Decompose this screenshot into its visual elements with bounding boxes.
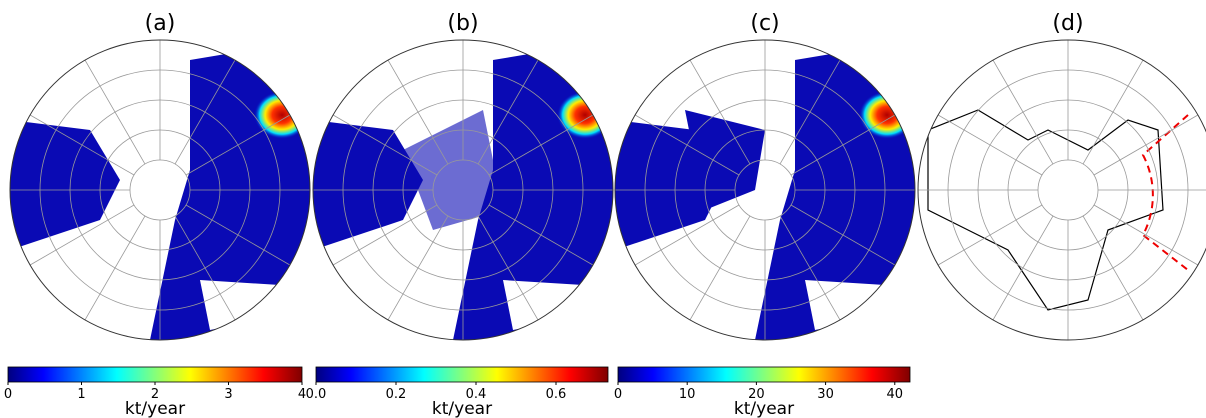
colorbar-tick-label: 20 bbox=[748, 387, 765, 402]
meridian bbox=[387, 215, 449, 321]
data-region bbox=[403, 110, 503, 230]
meridian bbox=[1093, 204, 1199, 266]
colorbar-tick-label: 2 bbox=[151, 387, 159, 402]
meridian bbox=[387, 59, 449, 165]
colorbar-tick-label: 0 bbox=[4, 387, 12, 402]
white-land bbox=[503, 280, 583, 330]
meridian bbox=[790, 204, 896, 266]
map-content bbox=[927, 109, 1189, 311]
colorbar: 0 1 2 3 4 kt/year bbox=[4, 366, 306, 418]
colorbar-tick-label: 0 bbox=[614, 387, 622, 402]
meridian bbox=[29, 204, 135, 266]
colorbar: 0.0 0.2 0.4 0.6 kt/year bbox=[306, 366, 609, 418]
colorbar-gradient bbox=[7, 366, 303, 383]
meridian bbox=[477, 215, 539, 321]
map-border bbox=[917, 39, 1206, 341]
panel-label: (d) bbox=[1052, 11, 1083, 36]
meridian bbox=[185, 114, 291, 176]
meridian bbox=[634, 204, 740, 266]
meridian bbox=[1082, 59, 1144, 165]
meridian bbox=[992, 215, 1054, 321]
meridian bbox=[185, 204, 291, 266]
colorbar-gradient bbox=[315, 366, 609, 383]
colorbar-tick-label: 3 bbox=[224, 387, 232, 402]
meridian bbox=[779, 59, 841, 165]
map-panel: (d) bbox=[917, 11, 1206, 341]
meridian bbox=[332, 204, 438, 266]
colorbar-tick-label: 30 bbox=[817, 387, 834, 402]
colorbar-gradient bbox=[617, 366, 911, 383]
meridian bbox=[477, 59, 539, 165]
meridian bbox=[1093, 114, 1199, 176]
meridian bbox=[790, 114, 896, 176]
meridian bbox=[992, 59, 1054, 165]
colorbar: 0 10 20 30 40 kt/year bbox=[614, 366, 911, 418]
colorbar-tick-label: 4 bbox=[298, 387, 306, 402]
map-border bbox=[614, 39, 916, 341]
map-panel: (c) 0 10 20 30 40 kt/year bbox=[614, 11, 916, 418]
graticule bbox=[129, 159, 191, 221]
hotspot bbox=[557, 91, 613, 139]
colorbar-tick-label: 0.2 bbox=[386, 387, 407, 402]
meridian bbox=[488, 204, 594, 266]
colorbar-tick-label: 0.0 bbox=[306, 387, 327, 402]
meridian bbox=[332, 114, 438, 176]
region-outline bbox=[1141, 114, 1189, 271]
colorbar-tick-label: 40 bbox=[887, 387, 904, 402]
map-border bbox=[9, 39, 311, 341]
panel-label: (a) bbox=[145, 11, 176, 36]
meridian bbox=[84, 59, 146, 165]
meridian bbox=[174, 59, 236, 165]
meridian bbox=[488, 114, 594, 176]
colorbar-tick-label: 10 bbox=[679, 387, 696, 402]
meridian bbox=[634, 114, 740, 176]
panel-label: (c) bbox=[750, 11, 779, 36]
colorbar-unit: kt/year bbox=[125, 399, 185, 418]
meridian bbox=[1082, 215, 1144, 321]
meridian bbox=[29, 114, 135, 176]
hotspot bbox=[254, 91, 310, 139]
meridian bbox=[779, 215, 841, 321]
panel-label: (b) bbox=[447, 11, 478, 36]
map-panel: (b) 0.0 0.2 0.4 0.6 kt/year bbox=[306, 11, 614, 418]
meridian bbox=[174, 215, 236, 321]
data-region bbox=[10, 120, 120, 250]
coastline bbox=[927, 109, 1164, 311]
colorbar-unit: kt/year bbox=[432, 399, 492, 418]
white-land bbox=[805, 280, 885, 330]
meridian bbox=[84, 215, 146, 321]
colorbar-tick-label: 0.4 bbox=[466, 387, 487, 402]
graticule bbox=[1037, 159, 1099, 221]
meridian bbox=[937, 114, 1043, 176]
colorbar-tick-label: 0.6 bbox=[546, 387, 567, 402]
meridian bbox=[689, 215, 751, 321]
meridian bbox=[689, 59, 751, 165]
white-land bbox=[200, 280, 280, 330]
colorbar-unit: kt/year bbox=[734, 399, 794, 418]
map-border bbox=[312, 39, 614, 341]
map-panel: (a) 0 1 2 3 4 kt/year bbox=[4, 11, 311, 418]
data-region bbox=[313, 120, 423, 250]
hotspot bbox=[859, 91, 915, 139]
colorbar-tick-label: 1 bbox=[77, 387, 85, 402]
meridian bbox=[937, 204, 1043, 266]
